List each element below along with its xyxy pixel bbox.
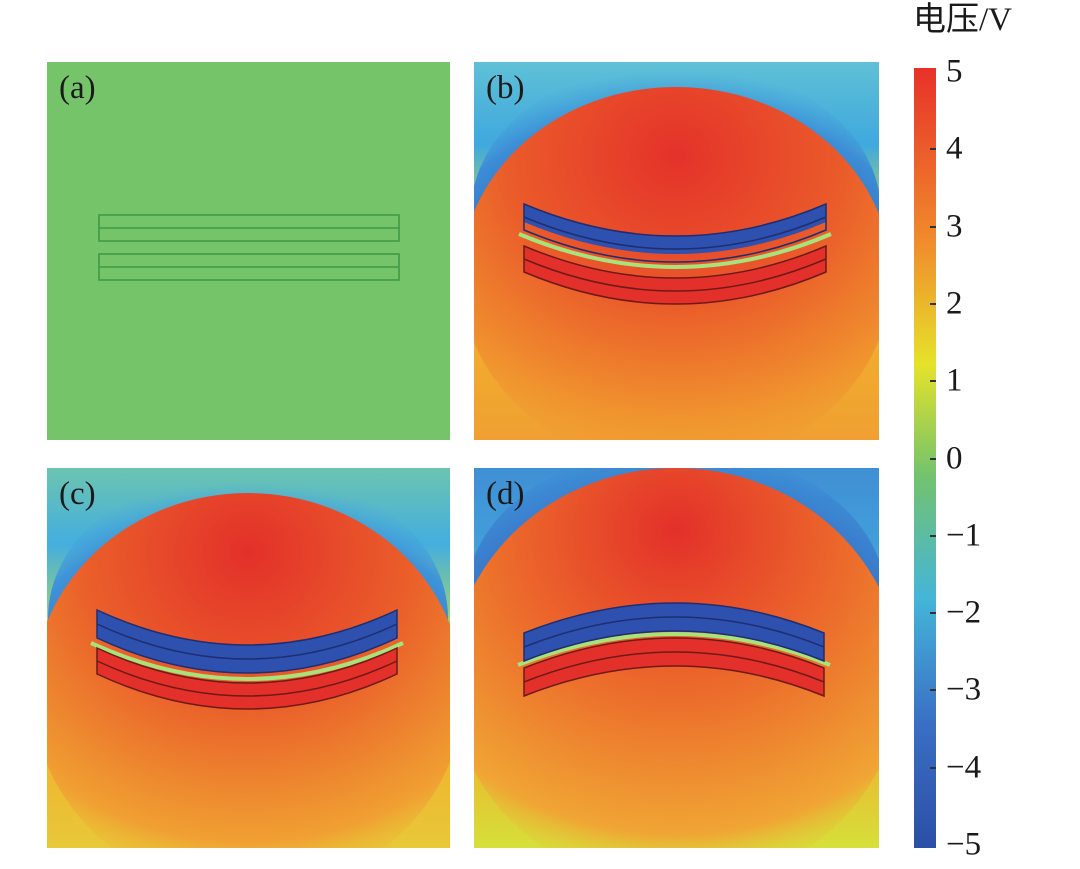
panel-a: (a) <box>47 62 450 440</box>
colorbar-tick-label: 3 <box>946 208 963 245</box>
colorbar-tick-mark <box>930 225 936 228</box>
panel-b-label: (b) <box>486 70 525 106</box>
colorbar-tick-label: −4 <box>946 749 982 786</box>
colorbar-tick-mark <box>930 534 936 537</box>
panel-a-label: (a) <box>59 70 96 106</box>
panel-c-label: (c) <box>59 476 96 512</box>
panel-c-field <box>47 468 450 848</box>
colorbar-tick-mark <box>930 302 936 305</box>
panel-d-cantilever-top <box>523 602 825 663</box>
colorbar-tick-mark <box>930 148 936 151</box>
colorbar-tick-label: 4 <box>946 130 963 167</box>
panel-a-cantilever-top <box>98 214 400 242</box>
colorbar-tick-label: 0 <box>946 440 963 476</box>
colorbar-title: 电压/V <box>913 2 1012 38</box>
colorbar-tick-label: −5 <box>946 826 982 863</box>
colorbar-tick-label: −2 <box>946 594 982 631</box>
panel-a-cantilever-bottom <box>98 253 400 281</box>
colorbar-tick-mark <box>930 689 936 692</box>
panel-b-field <box>474 62 879 440</box>
colorbar-tick-mark <box>930 612 936 615</box>
panel-b: (b) <box>474 62 879 440</box>
colorbar-tick-mark <box>930 380 936 383</box>
panel-c-cantilever-bottom <box>96 646 398 710</box>
colorbar-tick-label: 5 <box>946 53 963 90</box>
panel-d-cantilever-bottom <box>523 637 825 698</box>
colorbar-tick-label: 1 <box>946 362 963 399</box>
panel-c: (c) <box>47 468 450 848</box>
panel-d-label: (d) <box>486 476 525 512</box>
colorbar-tick-mark <box>930 766 936 769</box>
colorbar-tick-label: −1 <box>946 517 982 554</box>
colorbar-tick-label: −3 <box>946 671 982 708</box>
panel-b-cantilever-top <box>523 202 827 263</box>
panel-d-field <box>474 468 879 848</box>
panel-c-cantilever-top <box>96 608 398 674</box>
colorbar-tick-label: 2 <box>946 285 963 322</box>
panel-b-cantilever-bottom <box>523 244 827 305</box>
panel-d: (d) <box>474 468 879 848</box>
colorbar-tick-mark <box>930 457 936 460</box>
colorbar-bar <box>914 68 936 848</box>
panel-a-field <box>47 62 450 440</box>
